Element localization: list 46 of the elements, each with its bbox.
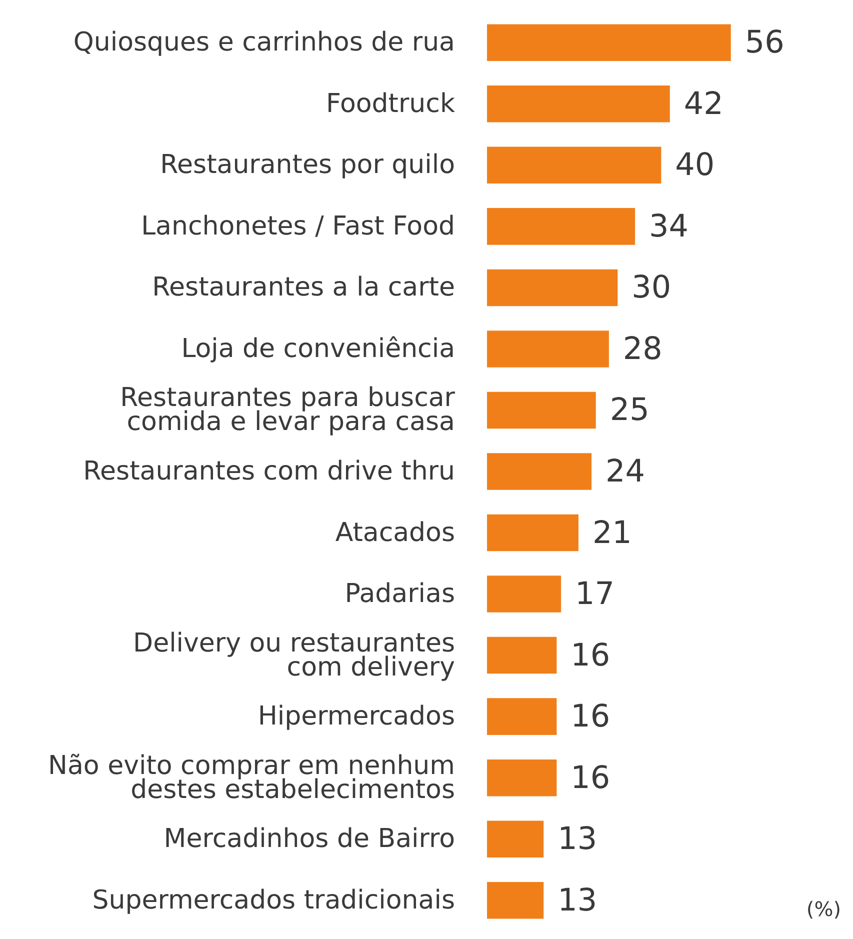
y-tick-label: Supermercados tradicionais (92, 885, 455, 916)
bar (487, 330, 609, 368)
y-tick-label: Loja de conveniência (181, 334, 455, 364)
bar (487, 576, 562, 612)
data-label: 56 (744, 24, 784, 61)
data-label: 13 (558, 882, 598, 918)
y-tick-label: Mercadinhos de Bairro (164, 824, 455, 854)
y-tick-label: Restaurantes para buscar comida e levar para casa (120, 383, 456, 438)
bar (487, 269, 618, 306)
y-tick-label: Restaurantes por quilo (160, 150, 455, 180)
y-tick-label: Hipermercados (258, 702, 455, 732)
bar (487, 208, 636, 245)
y-tick-label: Restaurantes com drive thru (83, 456, 455, 486)
bar (487, 392, 596, 429)
y-tick-label: Lanchonetes / Fast Food (141, 211, 455, 242)
bar (487, 820, 544, 858)
bar (487, 514, 578, 552)
y-tick-label: Não evito comprar em nenhum destes estabelecimentos (48, 750, 455, 805)
data-label: 40 (675, 147, 715, 184)
data-label: 25 (610, 392, 650, 428)
data-label: 34 (649, 208, 689, 244)
bar (487, 453, 592, 490)
y-tick-label: Foodtruck (326, 88, 455, 119)
data-label: 24 (606, 454, 645, 490)
y-tick-label: Delivery ou restaurantes com delivery (133, 628, 455, 682)
bar (487, 698, 557, 735)
data-label: 16 (570, 637, 610, 674)
data-label: 13 (558, 821, 598, 858)
data-label: 17 (575, 576, 614, 612)
bar (487, 759, 557, 796)
text: (%) (806, 897, 841, 921)
bar (487, 146, 662, 184)
data-label: 42 (684, 86, 724, 122)
bar (487, 24, 731, 62)
y-tick-label: Quiosques e carrinhos de rua (73, 28, 455, 58)
data-label: 30 (632, 270, 672, 306)
data-label: 16 (570, 760, 610, 796)
y-tick-label: Restaurantes a la carte (152, 272, 455, 303)
data-label: 16 (570, 698, 610, 735)
y-tick-label: Atacados (335, 518, 455, 548)
y-tick-label: Padarias (344, 579, 455, 610)
bar (487, 86, 670, 122)
data-label: 21 (592, 514, 632, 551)
bar (487, 636, 557, 674)
bar (487, 882, 544, 919)
data-label: 28 (622, 330, 662, 367)
